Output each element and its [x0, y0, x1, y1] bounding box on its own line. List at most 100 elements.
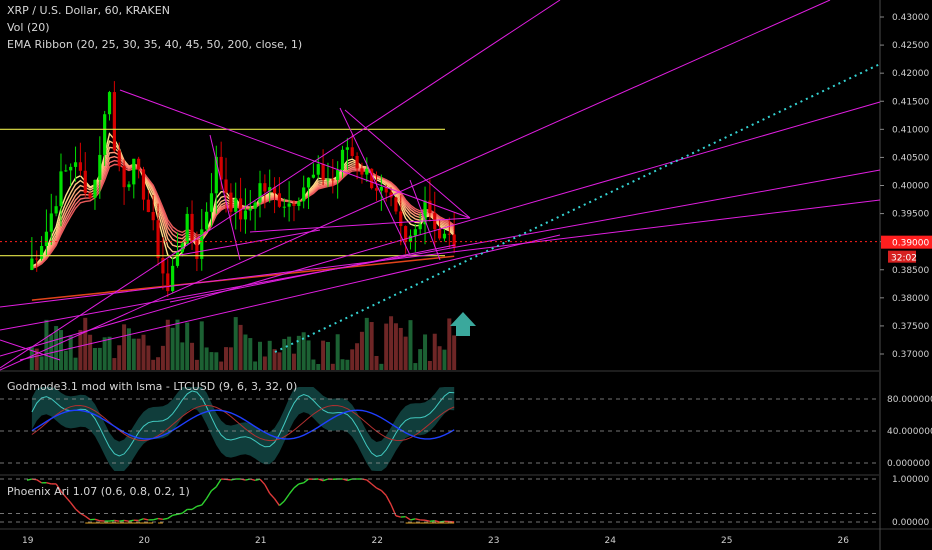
- projection-line: [274, 63, 881, 353]
- volume-bar: [204, 347, 209, 370]
- candle-body: [452, 234, 456, 247]
- price-tick-label: 0.38000: [892, 294, 929, 304]
- phoenix-line-segment: [36, 479, 42, 484]
- phoenix-line-segment: [303, 478, 309, 484]
- candle-body: [229, 192, 233, 212]
- phoenix-line-segment: [366, 479, 373, 485]
- volume-bar: [287, 336, 292, 370]
- phoenix-line-segment: [429, 519, 435, 523]
- volume-bar: [296, 335, 301, 370]
- candle-body: [234, 198, 238, 212]
- volume-bar: [107, 336, 112, 370]
- phoenix-line-segment: [109, 519, 115, 522]
- phoenix-line-segment: [410, 518, 416, 521]
- phoenix-line-segment: [162, 517, 168, 520]
- trendline: [209, 134, 241, 261]
- ema-ribbon: [31, 132, 455, 301]
- volume-bar: [432, 333, 437, 370]
- candle-body: [379, 186, 383, 191]
- phoenix-line-segment: [196, 504, 202, 507]
- candle-body: [112, 92, 116, 151]
- candle-body: [59, 171, 63, 207]
- phoenix-line-segment: [405, 516, 411, 521]
- candle-body: [438, 229, 442, 239]
- candle-body: [88, 193, 92, 198]
- volume-bar: [423, 334, 428, 370]
- volume-bar: [34, 348, 39, 370]
- candle-body: [297, 201, 301, 206]
- phoenix-line-segment: [94, 518, 101, 522]
- countdown-tag: [888, 250, 916, 263]
- candle-body: [205, 211, 209, 230]
- phoenix-line-segment: [167, 514, 174, 520]
- phoenix-label: Phoenix Ari 1.07 (0.6, 0.8, 0.2, 1): [7, 485, 190, 498]
- price-tick-label: 0.42000: [892, 69, 929, 79]
- volume-bar: [141, 334, 146, 370]
- phoenix-line-segment: [181, 508, 188, 514]
- price-tick-label: 0.38500: [892, 266, 929, 276]
- phoenix-line-segment: [191, 505, 198, 510]
- price-tick-label: 0.42500: [892, 41, 929, 51]
- volume-bar: [165, 319, 170, 370]
- phoenix-line-segment: [278, 500, 285, 507]
- candle-body: [243, 210, 248, 220]
- candle-body: [93, 179, 97, 198]
- candle-body: [384, 186, 388, 193]
- phoenix-line-segment: [201, 498, 208, 506]
- candle-body: [360, 168, 364, 175]
- price-tick-label: 0.37500: [892, 322, 929, 332]
- candle-body: [442, 233, 447, 239]
- volume-bar: [272, 349, 277, 370]
- volume-bar: [175, 319, 180, 370]
- volume-bar: [345, 359, 350, 370]
- ema-200-line: [31, 255, 455, 301]
- phoenix-line-segment: [65, 496, 72, 504]
- candle-body: [69, 166, 73, 171]
- candle-countdown: 32:02: [891, 254, 917, 264]
- trendlines: [0, 0, 881, 371]
- phoenix-line-segment: [371, 483, 377, 489]
- phoenix-line-segment: [211, 486, 217, 492]
- candle-body: [399, 211, 403, 227]
- volume-bar: [136, 338, 141, 370]
- volume-bar: [92, 347, 97, 370]
- phoenix-line-segment: [172, 513, 178, 516]
- oscillator-band: [31, 387, 455, 471]
- candle-body: [350, 147, 354, 156]
- candle-body: [370, 168, 374, 189]
- volume-bar: [282, 338, 287, 370]
- phoenix-line-segment: [283, 493, 290, 502]
- price-tick-label: 0.39500: [892, 210, 929, 220]
- volume-indicator-label: Vol (20): [7, 21, 50, 34]
- volume-bar: [369, 322, 374, 370]
- volume-bar: [291, 353, 296, 370]
- phoenix-line-segment: [376, 487, 382, 492]
- candle-body: [30, 258, 34, 270]
- trendline: [409, 179, 441, 261]
- phoenix-line-segment: [347, 478, 353, 482]
- last-price-tag: [881, 235, 932, 249]
- volume-bar: [156, 357, 161, 370]
- phoenix-line-segment: [225, 478, 231, 481]
- phoenix-line-segment: [84, 515, 91, 521]
- time-tick-label: 25: [721, 536, 732, 546]
- phoenix-line-segment: [153, 517, 159, 521]
- volume-bar: [190, 342, 195, 370]
- phoenix-line-segment: [138, 518, 144, 522]
- oscillator-tick-label: 0.000000: [887, 459, 930, 469]
- volume-bar: [389, 316, 394, 370]
- candle-body: [248, 208, 252, 211]
- volume-bar: [413, 363, 418, 370]
- candle-body: [418, 224, 422, 230]
- phoenix-line-segment: [322, 478, 329, 482]
- candle-body: [365, 168, 369, 175]
- phoenix-line-segment: [123, 519, 130, 522]
- volume-bar: [321, 340, 326, 370]
- trendline: [0, 169, 881, 331]
- trendline: [179, 229, 321, 256]
- candle-body: [122, 166, 126, 188]
- phoenix-line-segment: [206, 490, 213, 499]
- candle-body: [253, 202, 257, 209]
